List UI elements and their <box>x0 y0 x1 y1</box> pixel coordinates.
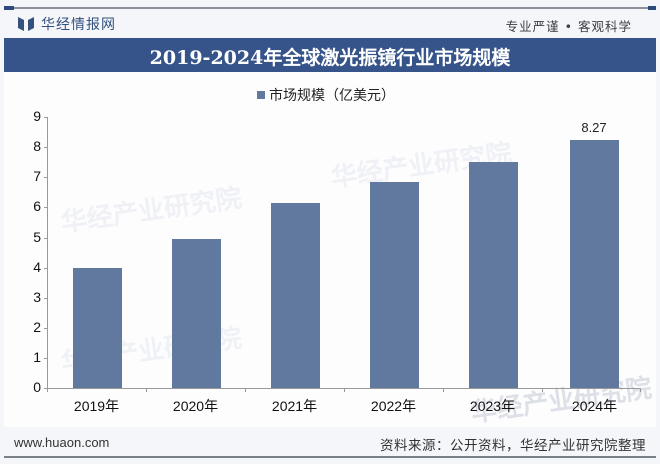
top-border-cap-left <box>4 6 14 10</box>
legend-label: 市场规模（亿美元） <box>269 88 395 104</box>
x-tick-mark <box>146 388 147 392</box>
chart-legend: 市场规模（亿美元） <box>257 85 395 105</box>
huajing-logo-icon <box>18 17 34 31</box>
top-border-line <box>6 7 654 9</box>
y-tick-label: 1 <box>33 349 41 365</box>
x-tick-label: 2022年 <box>370 398 417 414</box>
bar-2019[interactable] <box>73 268 122 388</box>
slogan: 专业严谨 • 客观科学 <box>505 19 632 34</box>
y-tick-label: 9 <box>33 108 41 124</box>
x-tick-label: 2021年 <box>271 398 318 414</box>
y-tick-label: 5 <box>33 229 41 245</box>
y-tick-mark <box>44 147 47 148</box>
x-tick-label: 2024年 <box>571 398 618 414</box>
y-tick-label: 0 <box>33 379 41 395</box>
y-tick-label: 6 <box>33 198 41 214</box>
y-tick-mark <box>44 388 47 389</box>
source-note: 资料来源：公开资料，华经产业研究院整理 <box>380 438 646 454</box>
y-tick-label: 2 <box>33 319 41 335</box>
x-tick-mark <box>47 388 48 392</box>
y-tick-label: 3 <box>33 289 41 305</box>
y-tick-mark <box>44 328 47 329</box>
y-tick-mark <box>44 177 47 178</box>
x-tick-mark <box>245 388 246 392</box>
x-tick-mark <box>542 388 543 392</box>
footer: www.huaon.com 资料来源：公开资料，华经产业研究院整理 <box>0 428 660 458</box>
title-bar: 2019-2024年全球激光振镜行业市场规模 <box>4 38 656 72</box>
y-tick-mark <box>44 298 47 299</box>
x-tick-mark <box>443 388 444 392</box>
data-label-2024: 8.27 <box>581 120 607 135</box>
y-tick-label: 4 <box>33 259 41 275</box>
x-tick-label: 2023年 <box>469 398 516 414</box>
bottom-border-line <box>4 456 656 458</box>
y-tick-mark <box>44 207 47 208</box>
x-tick-label: 2020年 <box>172 398 219 414</box>
x-tick-mark <box>640 388 641 392</box>
top-border-cap-right <box>648 6 656 10</box>
bar-2020[interactable] <box>172 239 221 388</box>
brand-name: 华经情报网 <box>41 17 116 33</box>
y-tick-mark <box>44 268 47 269</box>
y-tick-mark <box>44 238 47 239</box>
bar-2024[interactable] <box>570 140 619 388</box>
bar-2023[interactable] <box>469 162 518 388</box>
header: 华经情报网 专业严谨 • 客观科学 <box>0 10 660 38</box>
x-tick-label: 2019年 <box>73 398 120 414</box>
chart-title: 2019-2024年全球激光振镜行业市场规模 <box>149 47 511 69</box>
website-link[interactable]: www.huaon.com <box>14 435 110 450</box>
y-tick-mark <box>44 117 47 118</box>
x-tick-mark <box>344 388 345 392</box>
bar-2022[interactable] <box>370 182 419 388</box>
legend-swatch <box>257 91 265 99</box>
y-tick-label: 8 <box>33 138 41 154</box>
y-tick-mark <box>44 358 47 359</box>
x-axis <box>47 388 640 389</box>
bar-2021[interactable] <box>271 203 320 388</box>
y-tick-label: 7 <box>33 168 41 184</box>
y-axis <box>47 117 48 388</box>
